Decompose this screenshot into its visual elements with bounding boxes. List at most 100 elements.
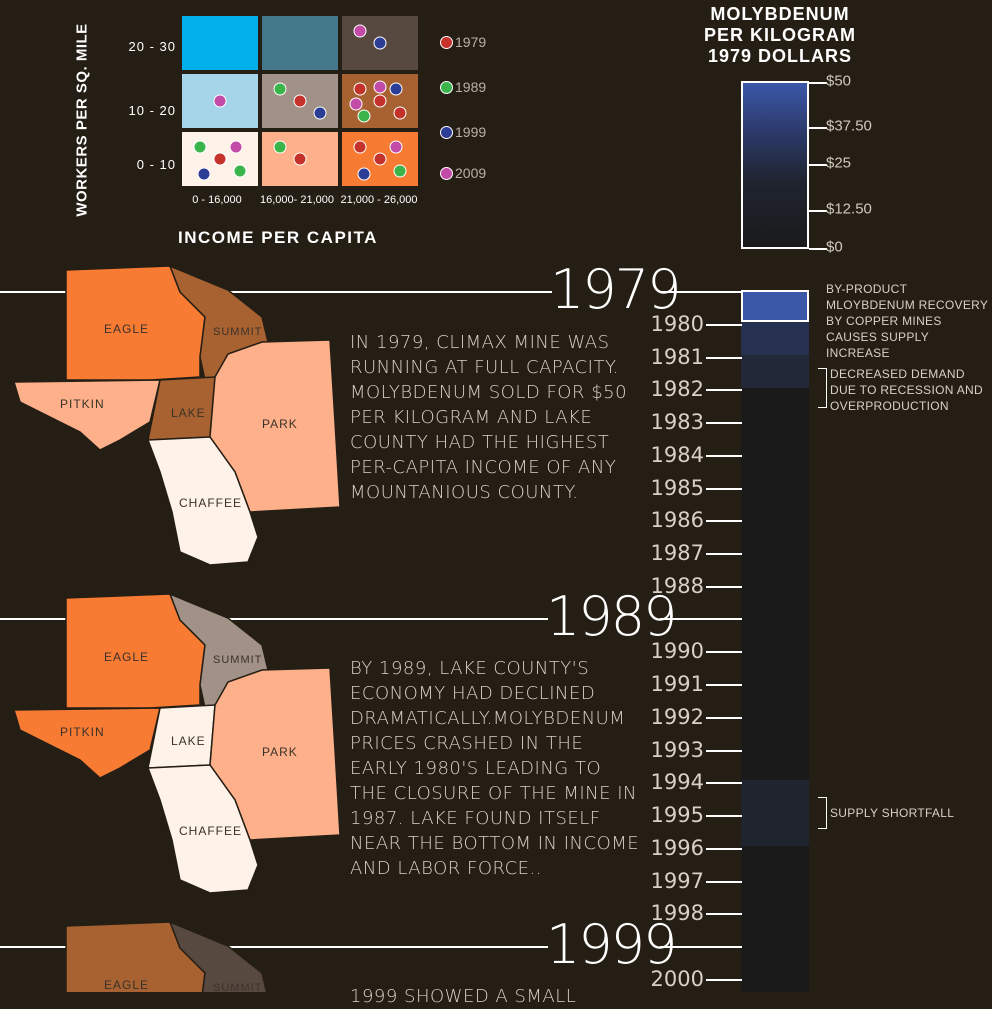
data-point-2009: [353, 24, 367, 38]
grid-cell-r0-10-c1: [260, 130, 340, 188]
county-map-1989: EAGLE SUMMIT PITKIN LAKE PARK CHAFFEE: [12, 592, 341, 894]
timeline-tick-1983: [706, 422, 742, 424]
data-point-1999: [357, 167, 371, 180]
scale-tick: [809, 164, 827, 166]
note-recession: DECREASED DEMAND DUE TO RECESSION AND OV…: [830, 367, 983, 413]
county-label-park: PARK: [262, 417, 298, 431]
timeline-tick-1990: [706, 651, 742, 654]
data-point-1979: [353, 82, 367, 96]
county-label-eagle: EAGLE: [104, 650, 149, 664]
year-line-1979-right: [660, 291, 742, 293]
timeline-year-1994: 1994: [650, 770, 704, 795]
grid-y-tick-20-30: 20 - 30: [128, 39, 176, 54]
county-label-eagle: EAGLE: [104, 322, 149, 336]
data-point-1999: [389, 82, 403, 96]
timeline-year-1983: 1983: [650, 410, 704, 434]
county-label-park: PARK: [262, 745, 298, 759]
legend-dot-2009: [440, 167, 453, 180]
data-point-1999: [373, 36, 387, 50]
timeline-year-1980: 1980: [650, 311, 704, 336]
timeline-tick-1988: [706, 585, 742, 588]
timeline-year-1992: 1992: [650, 704, 704, 729]
data-point-1979: [373, 94, 387, 108]
timeline-year-1988: 1988: [650, 573, 704, 598]
timeline-tick-1998: [706, 913, 742, 916]
data-point-1989: [357, 109, 371, 122]
legend-dot-1999: [440, 126, 453, 139]
county-label-lake: LAKE: [171, 406, 206, 420]
timeline-segment-1979: [741, 290, 809, 322]
timeline-tick-1994: [706, 782, 742, 785]
data-point-1999: [197, 167, 211, 180]
timeline-segment-1994: [741, 780, 809, 846]
scale-tick: [809, 82, 827, 84]
data-point-1989: [233, 164, 247, 178]
timeline-tick-2000: [706, 978, 742, 981]
scale-label-12-50: $12.50: [826, 200, 872, 218]
timeline-tick-1985: [706, 487, 742, 490]
timeline-tick-1991: [706, 684, 742, 686]
county-chaffee: [146, 436, 259, 566]
scale-tick: [809, 210, 827, 212]
legend-label-1999: 1999: [455, 124, 487, 140]
timeline-year-1997: 1997: [650, 868, 704, 893]
county-label-pitkin: PITKIN: [60, 397, 105, 411]
county-label-lake: LAKE: [171, 734, 206, 748]
legend-dot-1989: [440, 81, 453, 94]
data-point-1979: [393, 106, 407, 120]
story-1989: BY 1989, LAKE COUNTY'S ECONOMY HAD DECLI…: [350, 658, 640, 879]
county-label-summit: SUMMIT: [213, 654, 262, 666]
timeline-year-1986: 1986: [650, 508, 704, 533]
timeline-tick-1980: [706, 323, 742, 326]
data-point-1989: [273, 140, 287, 154]
grid-cell-r20-30-c1: [260, 14, 340, 72]
timeline-tick-1995: [706, 815, 742, 817]
data-point-1989: [273, 82, 287, 96]
scale-tick: [809, 248, 827, 250]
county-label-summit: SUMMIT: [213, 982, 262, 992]
timeline-tick-1986: [706, 520, 742, 523]
grid-cell-r20-30-c0: [180, 14, 260, 72]
data-point-1989: [193, 140, 207, 154]
scale-label-50: $50: [826, 72, 852, 90]
data-point-2009: [373, 80, 387, 93]
timeline-tick-1997: [706, 880, 742, 883]
scale-title-line-3: 1979 DOLLARS: [707, 46, 853, 66]
timeline-segment-1981: [741, 355, 809, 388]
timeline-year-1998: 1998: [650, 901, 704, 926]
scale-title-line-1: MOLYBDENUM: [710, 4, 850, 24]
timeline-tick-1992: [706, 716, 742, 719]
note-shortfall: SUPPLY SHORTFALL: [830, 806, 955, 820]
timeline-year-1985: 1985: [650, 475, 704, 500]
data-point-2009: [349, 97, 363, 111]
scale-title: MOLYBDENUM PER KILOGRAM 1979 DOLLARS: [690, 4, 870, 67]
data-point-1979: [293, 152, 307, 166]
timeline-year-1991: 1991: [650, 672, 704, 696]
timeline-tick-1987: [706, 553, 742, 555]
scale-label-25: $25: [826, 154, 852, 172]
timeline-year-1993: 1993: [650, 737, 704, 762]
county-label-chaffee: CHAFFEE: [179, 496, 242, 510]
timeline-year-1995: 1995: [650, 803, 704, 827]
timeline-year-1990: 1990: [650, 639, 704, 664]
timeline-tick-1981: [706, 356, 742, 359]
note-brace-shortfall: [818, 797, 827, 829]
data-point-2009: [389, 140, 403, 154]
grid-x-tick-0: 0 - 16,000: [192, 194, 242, 206]
county-label-chaffee: CHAFFEE: [179, 824, 242, 838]
scale-label-37-50: $37.50: [826, 117, 872, 135]
grid-x-tick-2: 21,000 - 26,000: [340, 194, 418, 206]
grid-y-tick-0-10: 0 - 10: [136, 157, 176, 172]
county-label-summit: SUMMIT: [213, 326, 262, 338]
year-line-1989: [0, 618, 548, 620]
legend-label-1979: 1979: [455, 34, 487, 50]
data-point-2009: [213, 94, 227, 108]
year-line-1999: [0, 946, 548, 948]
year-line-1989-right: [660, 618, 742, 620]
county-map-1979: EAGLE SUMMIT PITKIN LAKE PARK CHAFFEE: [12, 264, 341, 566]
timeline-year-1987: 1987: [650, 541, 704, 565]
scale-title-line-2: PER KILOGRAM: [703, 25, 856, 45]
scale-tick: [809, 127, 827, 129]
data-point-2009: [229, 140, 243, 154]
big-year-1979: 1979: [550, 258, 681, 321]
